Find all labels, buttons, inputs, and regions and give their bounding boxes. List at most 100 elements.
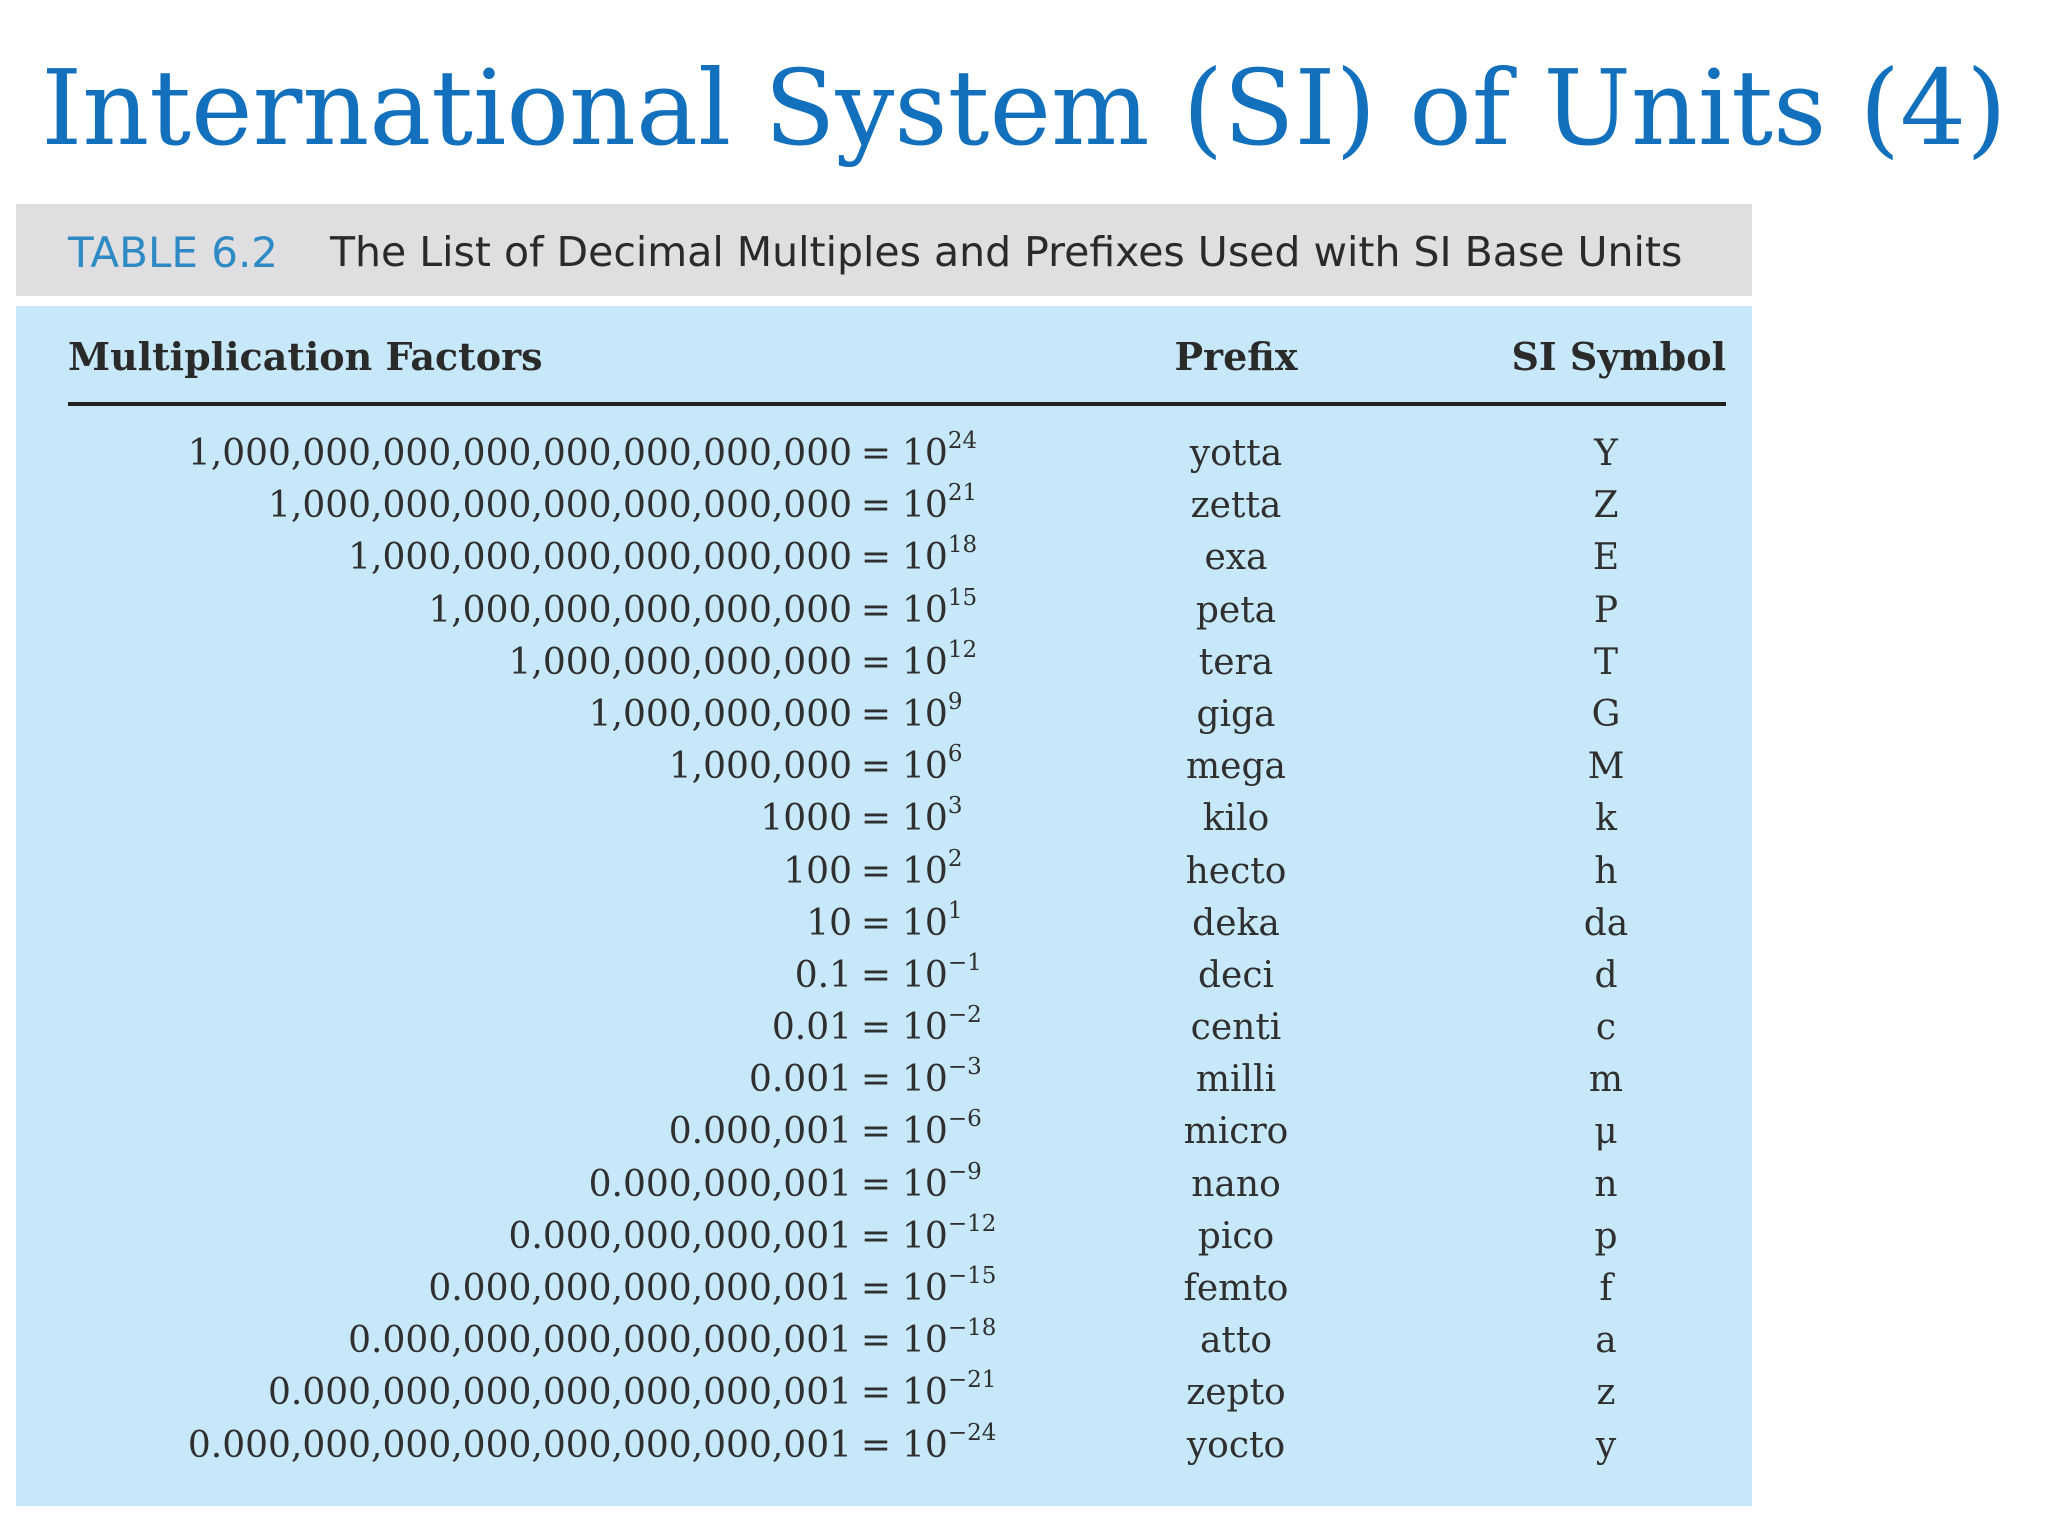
decimal-value: 1,000,000,000,000,000,000,000,000 — [187, 433, 852, 474]
table-row: 1,000,000,000,000,000,000,000,000 = 1024… — [16, 428, 1752, 480]
table-row: 1,000,000 = 106 mega M — [16, 741, 1752, 793]
table-row: 0.000,000,000,001 = 10−12 pico p — [16, 1211, 1752, 1263]
power-of-ten: 106 — [902, 741, 962, 793]
decimal-value: 100 — [783, 850, 852, 892]
si-symbol: c — [1595, 1007, 1617, 1049]
power-base: 10 — [902, 1372, 948, 1414]
equals-sign: = — [860, 433, 892, 474]
power-base: 10 — [902, 746, 948, 788]
si-symbol: Y — [1594, 433, 1618, 474]
si-symbol: G — [1591, 693, 1621, 735]
power-of-ten: 10−2 — [902, 1002, 982, 1054]
equals-sign: = — [860, 1163, 892, 1205]
column-header-factors: Multiplication Factors — [68, 334, 543, 379]
power-base: 10 — [902, 537, 948, 579]
table-caption: The List of Decimal Multiples and Prefix… — [330, 228, 1683, 276]
power-of-ten: 102 — [902, 846, 962, 898]
prefix-name: tera — [1198, 641, 1274, 683]
power-base: 10 — [902, 954, 948, 996]
power-base: 10 — [902, 798, 948, 840]
equals-sign: = — [860, 1007, 892, 1049]
prefix-name: femto — [1183, 1268, 1289, 1309]
power-exponent: −24 — [947, 1419, 997, 1446]
decimal-value: 0.000,001 — [668, 1111, 852, 1153]
decimal-value: 1000 — [760, 798, 852, 840]
prefix-name: kilo — [1202, 798, 1270, 840]
power-exponent: 3 — [947, 793, 963, 820]
table-row: 0.000,000,000,000,000,000,001 = 10−21 ze… — [16, 1367, 1752, 1419]
si-symbol: h — [1594, 850, 1618, 892]
power-base: 10 — [902, 1320, 948, 1362]
equals-sign: = — [860, 1268, 892, 1309]
prefix-name: atto — [1199, 1320, 1273, 1362]
power-base: 10 — [902, 850, 948, 892]
table-row: 1000 = 103 kilo k — [16, 793, 1752, 845]
power-exponent: −6 — [947, 1106, 982, 1133]
prefix-table: Multiplication Factors Prefix SI Symbol … — [16, 306, 1752, 1506]
si-symbol: y — [1595, 1424, 1617, 1466]
si-symbol: f — [1599, 1268, 1613, 1309]
power-of-ten: 101 — [902, 898, 962, 950]
si-symbol: z — [1596, 1372, 1616, 1414]
equals-sign: = — [860, 485, 892, 527]
slide-title: International System (SI) of Units (4) — [41, 47, 2007, 169]
power-of-ten: 10−24 — [902, 1420, 996, 1472]
power-exponent: −21 — [947, 1367, 997, 1394]
power-of-ten: 1021 — [902, 480, 977, 532]
power-of-ten: 10−18 — [902, 1315, 996, 1367]
table-row: 10 = 101 deka da — [16, 898, 1752, 950]
power-base: 10 — [902, 1059, 948, 1101]
table-row: 100 = 102 hecto h — [16, 846, 1752, 898]
header-rule — [68, 402, 1726, 406]
column-header-symbol: SI Symbol — [1511, 334, 1726, 379]
power-exponent: −15 — [947, 1263, 997, 1289]
equals-sign: = — [860, 902, 892, 944]
decimal-value: 1,000,000,000,000 — [508, 641, 852, 683]
table-row: 1,000,000,000,000 = 1012 tera T — [16, 637, 1752, 689]
prefix-name: deci — [1197, 954, 1275, 996]
power-base: 10 — [902, 1268, 948, 1309]
power-exponent: −1 — [947, 949, 982, 976]
si-symbol: E — [1592, 537, 1620, 579]
power-base: 10 — [902, 1007, 948, 1049]
decimal-value: 1,000,000 — [668, 746, 852, 788]
equals-sign: = — [860, 1372, 892, 1414]
table-row: 0.1 = 10−1 deci d — [16, 950, 1752, 1002]
power-of-ten: 10−3 — [902, 1054, 982, 1106]
prefix-name: yocto — [1186, 1424, 1286, 1466]
power-of-ten: 1012 — [902, 637, 977, 689]
column-header-prefix: Prefix — [1174, 334, 1298, 379]
si-symbol: da — [1583, 902, 1629, 944]
decimal-value: 10 — [806, 902, 852, 944]
power-base: 10 — [902, 1424, 948, 1466]
power-base: 10 — [902, 693, 948, 735]
power-base: 10 — [902, 589, 948, 631]
decimal-value: 1,000,000,000,000,000,000,000 — [268, 485, 852, 527]
decimal-value: 0.000,000,000,000,000,000,001 — [268, 1372, 852, 1414]
si-symbol: a — [1595, 1320, 1617, 1362]
table-row: 0.000,000,000,000,000,000,000,001 = 10−2… — [16, 1420, 1752, 1472]
power-of-ten: 10−9 — [902, 1159, 982, 1211]
power-exponent: −12 — [947, 1210, 997, 1237]
decimal-value: 0.000,000,000,000,000,001 — [348, 1320, 852, 1362]
prefix-name: yotta — [1189, 433, 1283, 474]
power-base: 10 — [902, 485, 948, 527]
power-exponent: 18 — [947, 532, 978, 559]
power-of-ten: 103 — [902, 793, 962, 845]
equals-sign: = — [860, 1215, 892, 1257]
decimal-value: 0.000,000,000,000,001 — [428, 1268, 852, 1309]
power-of-ten: 10−15 — [902, 1263, 996, 1315]
power-exponent: 1 — [947, 897, 963, 924]
decimal-value: 0.01 — [771, 1007, 852, 1049]
decimal-value: 1,000,000,000,000,000 — [428, 589, 852, 631]
decimal-value: 0.000,000,000,001 — [508, 1215, 852, 1257]
table-row: 0.000,000,000,000,000,001 = 10−18 atto a — [16, 1315, 1752, 1367]
table-row: 0.000,001 = 10−6 micro μ — [16, 1106, 1752, 1158]
decimal-value: 0.000,000,001 — [588, 1163, 852, 1205]
table-row: 0.01 = 10−2 centi c — [16, 1002, 1752, 1054]
equals-sign: = — [860, 1111, 892, 1153]
table-number: TABLE 6.2 — [68, 228, 279, 277]
si-symbol: T — [1593, 641, 1618, 683]
power-base: 10 — [902, 641, 948, 683]
